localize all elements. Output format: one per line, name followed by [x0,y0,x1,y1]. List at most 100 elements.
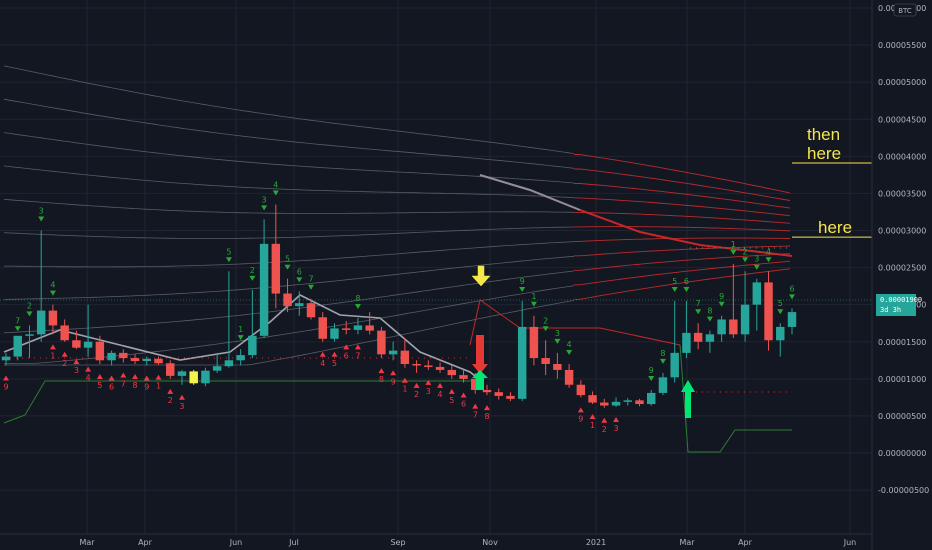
sell-setup-triangle [448,388,455,394]
sell-setup-count: 7 [355,351,360,360]
sell-setup-count: 1 [50,351,55,360]
candle-body [95,341,105,361]
sell-setup-count: 6 [109,382,114,391]
candle-body [224,360,234,367]
sell-setup-triangle [390,370,397,376]
sell-setup-count: 4 [320,359,325,368]
buy-setup-triangle [249,275,256,281]
stop-line-green [3,380,480,424]
ribbon-line-red [574,268,791,300]
price-tick-label: 0.00004500 [878,115,926,124]
buy-setup-triangle [765,257,772,263]
candle-body [776,326,785,341]
candle-body [60,325,69,341]
candle-body [705,334,715,342]
ribbon-line-red [574,226,791,232]
candle-body [72,340,81,348]
sell-setup-count: 3 [426,387,431,396]
buy-setup-count: 3 [39,207,44,216]
sell-setup-triangle [49,344,56,350]
sell-setup-triangle [120,372,127,378]
candle-body [236,355,245,361]
ribbon-line-gray [3,198,575,214]
sell-setup-triangle [132,374,139,379]
sell-setup-triangle [472,403,479,409]
ribbon-line-gray [4,300,575,366]
price-axis-panel[interactable] [872,0,932,550]
currency-badge[interactable] [893,3,917,17]
sell-setup-triangle [143,375,150,381]
buy-setup-triangle [530,301,537,307]
price-tick-label: 0.00004000 [878,152,926,161]
candle-body [36,310,46,335]
buy-setup-count: 9 [520,277,525,286]
candle-body [717,319,726,335]
buy-setup-triangle [14,326,21,332]
basis-line [3,294,481,381]
candle-body [259,243,269,336]
sell-setup-count: 8 [379,375,384,384]
ribbon-line-red [574,253,791,271]
candle-body [318,317,327,339]
buy-signal-arrow [681,380,695,418]
sell-setup-triangle [354,344,361,350]
candle-body [365,325,374,331]
buy-setup-triangle [284,264,291,270]
buy-setup-count: 8 [707,307,712,316]
buy-setup-triangle [296,277,303,283]
sell-setup-count: 1 [156,382,161,391]
buy-setup-count: 8 [355,294,360,303]
candle-body [83,341,93,348]
candle-body [517,326,527,399]
candle-body [201,370,210,384]
sell-setup-triangle [401,377,408,383]
ribbon-line-red [574,260,791,286]
ribbon-line-gray [3,255,575,300]
price-tick-label: 0.00001000 [878,375,926,384]
price-tick-label: 0.00000000 [878,449,926,458]
buy-setup-count: 6 [297,267,302,276]
time-axis[interactable]: Mar Apr Jun Jul Sep Nov 2021 Mar Apr Jun [79,538,856,547]
candle-body [482,389,492,393]
buy-setup-triangle [683,286,690,292]
sell-setup-triangle [178,394,185,400]
buy-setup-count: 6 [789,284,794,293]
buy-setup-count: 9 [649,366,654,375]
sell-setup-count: 9 [3,382,8,391]
candle-body [494,392,503,396]
candle-body [48,310,58,326]
time-tick-label: Jun [843,538,857,547]
price-tick-label: 0.00003500 [878,189,926,198]
candle-body [693,332,703,342]
candle-body [400,350,410,364]
buy-setup-count: 7 [696,299,701,308]
buy-setup-count: 9 [719,292,724,301]
candle-body [752,282,762,305]
price-tick-label: 0.00000500 [878,412,926,421]
buy-setup-triangle [718,301,725,307]
sell-setup-count: 5 [332,359,337,368]
buy-setup-triangle [272,190,279,196]
candle-body [353,325,363,330]
moving-average-ribbon [3,65,793,381]
buy-setup-count: 2 [250,266,255,275]
price-tick-label: -0.00000500 [878,486,929,495]
ribbon-line-red [574,197,791,217]
candle-body [412,364,421,366]
candle-body [647,392,656,405]
sell-setup-count: 2 [62,359,67,368]
buy-setup-count: 7 [15,316,20,325]
sell-setup-triangle [73,359,80,365]
signal-arrows [471,265,695,418]
sell-setup-triangle [483,405,490,411]
candle-body [295,303,304,307]
annotation-text: then [807,125,840,144]
buy-setup-triangle [706,316,713,322]
candle-body [107,352,116,361]
buy-setup-count: 7 [308,275,313,284]
buy-setup-count: 3 [262,195,267,204]
ribbon-line-red [574,245,791,257]
